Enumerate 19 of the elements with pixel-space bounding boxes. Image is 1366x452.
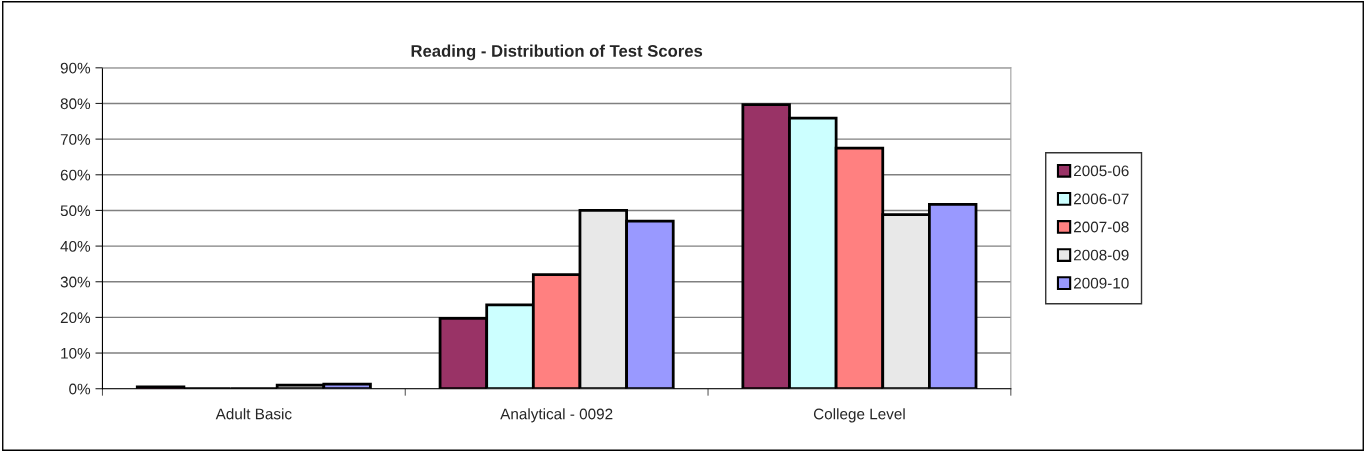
y-tick-label: 80% <box>60 98 91 110</box>
x-tick-label: College Level <box>813 408 905 423</box>
y-tick-label: 20% <box>60 312 91 324</box>
legend-label: 2009-10 <box>1074 277 1129 289</box>
y-tick-label: 10% <box>61 347 91 359</box>
y-tick-label: 0% <box>69 383 91 395</box>
y-tick-label: 30% <box>60 276 91 288</box>
x-tick-label: Analytical - 0092 <box>500 408 613 423</box>
chart-title: Reading - Distribution of Test Scores <box>411 44 703 61</box>
legend-label: 2007-08 <box>1074 221 1129 233</box>
legend-label: 2008-09 <box>1074 249 1129 261</box>
y-tick-label: 90% <box>60 62 91 74</box>
y-tick-label: 40% <box>60 240 91 252</box>
legend-label: 2005-06 <box>1074 165 1129 177</box>
x-tick-label: Adult Basic <box>215 408 292 420</box>
y-tick-label: 60% <box>60 169 91 181</box>
y-tick-label: 50% <box>60 205 91 217</box>
y-tick-label: 70% <box>60 133 91 145</box>
legend-label: 2006-07 <box>1074 193 1129 205</box>
